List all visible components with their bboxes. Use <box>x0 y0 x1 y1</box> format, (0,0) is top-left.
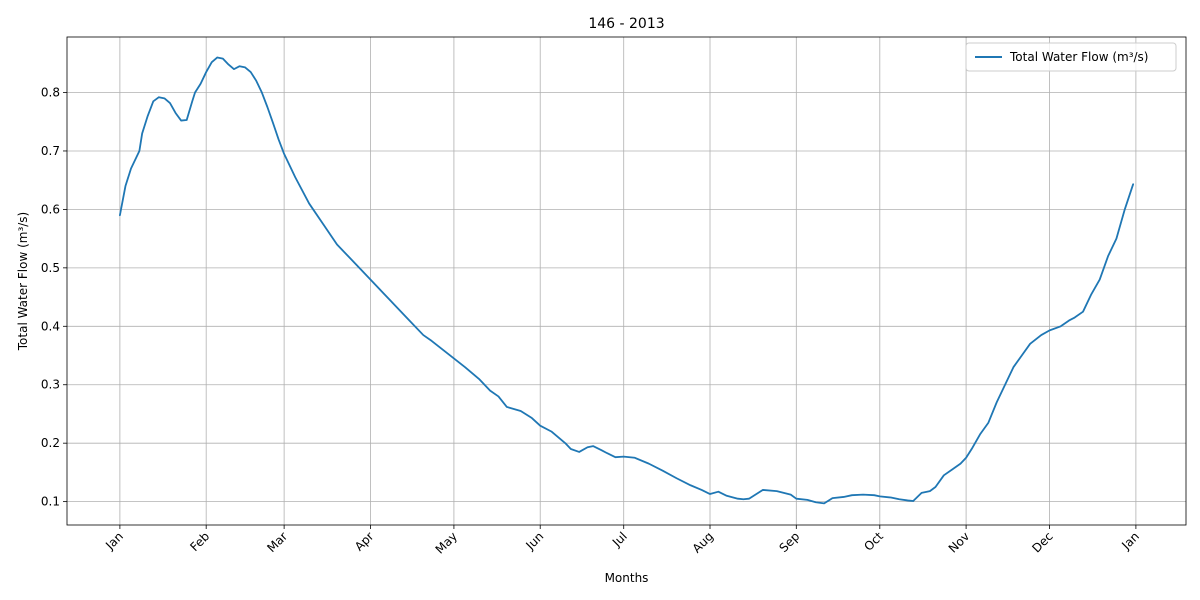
plot-frame <box>66 36 1187 526</box>
chart-title: 146 - 2013 <box>588 16 664 32</box>
legend-label: Total Water Flow (m³/s) <box>1009 50 1149 64</box>
series-line <box>118 56 1135 505</box>
y-tick-label: 0.3 <box>41 378 60 392</box>
y-tick-label: 0.1 <box>41 495 60 509</box>
y-tick-label: 0.4 <box>41 319 60 333</box>
y-axis-title: Total Water Flow (m³/s) <box>16 212 30 352</box>
y-tick-label: 0.2 <box>41 436 60 450</box>
legend: Total Water Flow (m³/s) <box>965 42 1177 72</box>
y-tick-label: 0.6 <box>41 202 60 216</box>
y-axis: 0.1 0.2 0.3 0.4 0.5 0.6 0.7 0.8 <box>41 86 67 509</box>
y-tick-label: 0.8 <box>41 86 60 100</box>
grid <box>67 37 1186 525</box>
series-layer <box>118 56 1135 505</box>
y-tick-label: 0.5 <box>41 261 60 275</box>
x-axis-title: Months <box>605 571 649 585</box>
y-tick-label: 0.7 <box>41 144 60 158</box>
legend-box <box>965 42 1177 72</box>
